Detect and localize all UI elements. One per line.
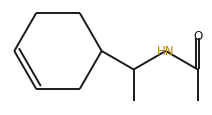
Text: O: O <box>193 30 202 42</box>
Text: HN: HN <box>157 45 174 58</box>
